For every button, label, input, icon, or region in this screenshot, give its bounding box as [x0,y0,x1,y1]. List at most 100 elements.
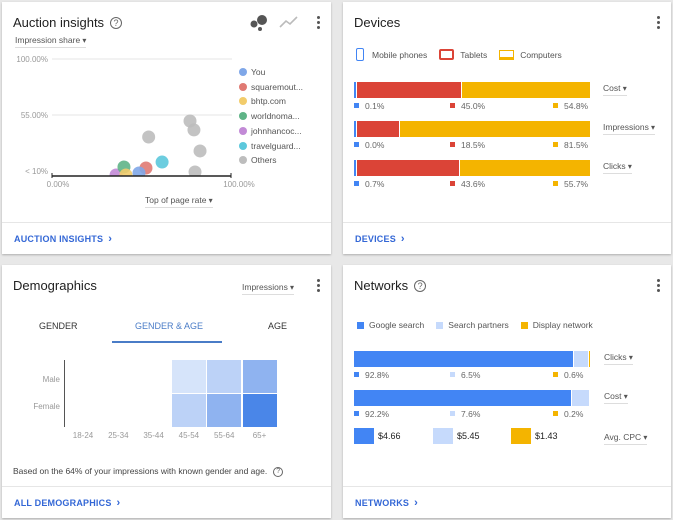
percent-value: 7.6% [461,409,481,419]
legend-item[interactable]: You [239,67,265,77]
legend-item[interactable]: squaremout... [239,82,303,92]
bar-segment [355,121,399,137]
column-label: 18-24 [72,431,94,440]
more-vert-icon[interactable] [657,279,661,293]
network-legend-item: Display network [520,320,593,330]
percent-label: 0.1% [354,101,384,111]
tab-gender-age[interactable]: GENDER & AGE [135,321,204,331]
help-icon[interactable]: ? [414,280,427,292]
devices-link[interactable]: DEVICES [355,233,396,244]
stacked-bar[interactable] [354,390,590,406]
legend-dot [239,68,247,76]
chevron-right-icon: › [116,496,121,509]
heatmap-cell[interactable] [171,394,206,427]
bubble-chart-icon[interactable] [249,14,269,32]
network-legend: Google search Search partners Display netw… [357,320,593,330]
bar-segment [354,351,573,367]
legend-item[interactable]: Others [239,155,277,165]
y-tick-label: < 10% [25,167,48,176]
card-footer: NETWORKS › [343,486,671,518]
legend-square [450,372,455,377]
all-demographics-link[interactable]: ALL DEMOGRAPHICS [14,497,112,508]
more-vert-icon[interactable] [317,16,321,30]
stacked-bar[interactable] [354,121,590,137]
impression-share-dropdown[interactable]: Impression share [15,35,87,48]
legend-item[interactable]: worldnoma... [239,111,300,121]
auction-insights-card: Auction insights? Impression share 100.0… [2,2,331,254]
column-label: 25-34 [108,431,129,440]
stacked-bar[interactable] [354,160,590,176]
legend-square [450,103,455,108]
heatmap-cell[interactable] [207,394,242,427]
scatter-chart: 100.00% 55.00% < 10% 0.00% 100.00% [16,55,254,187]
legend-square [450,411,455,416]
heatmap-cell[interactable] [242,360,277,393]
stacked-bar[interactable] [354,82,590,98]
legend-square [354,142,359,147]
bar-segment [355,82,462,98]
impressions-dropdown[interactable]: Impressions [242,282,295,295]
cpc-swatch [433,428,453,444]
chevron-right-icon: › [108,232,112,245]
legend-dot [239,97,247,106]
bar-segment [571,390,589,406]
scatter-point[interactable] [188,165,202,178]
metric-dropdown[interactable]: Clicks [603,161,632,174]
legend-square [520,321,528,329]
legend-item[interactable]: johnhancoc... [239,126,302,136]
column-label: 35-44 [143,431,164,440]
bar-segment [398,121,590,137]
legend-square [553,142,558,147]
networks-link[interactable]: NETWORKS [355,497,410,508]
scatter-point[interactable] [119,168,133,181]
percent-label: 55.7% [553,179,588,189]
legend-square [436,321,444,329]
stacked-bar[interactable] [354,351,590,367]
card-footer: DEVICES › [343,222,671,254]
legend-square [553,411,558,416]
help-icon[interactable]: ? [273,467,284,477]
legend-label: Google search [369,320,425,330]
legend-item[interactable]: travelguard... [239,141,301,151]
legend-square [354,411,359,416]
row-label: Male [42,375,60,384]
top-of-page-rate-dropdown[interactable]: Top of page rate [145,195,213,208]
legend-dot [239,112,247,121]
line-chart-icon[interactable] [279,15,299,29]
cpc-value: $5.45 [457,431,480,441]
scatter-point[interactable] [187,123,201,137]
legend-dot [239,156,247,165]
more-vert-icon[interactable] [657,16,661,30]
scatter-point[interactable] [193,144,207,158]
tab-gender[interactable]: GENDER [39,321,78,331]
legend-label: travelguard... [251,140,301,151]
heatmap-cell[interactable] [207,360,242,393]
network-legend-item: Search partners [436,320,509,330]
legend-square [354,181,359,186]
bar-segment [458,160,590,176]
bar-segment [354,160,356,176]
bar-segment [354,390,572,406]
legend-label: You [251,67,266,77]
tab-age[interactable]: AGE [268,321,288,331]
more-vert-icon[interactable] [317,279,321,293]
heatmap-cell[interactable] [171,360,206,393]
help-icon[interactable]: ? [110,17,123,29]
bar-segment [588,351,590,367]
demographics-card: Demographics Impressions GENDER GENDER &… [2,265,331,518]
legend-label: squaremout... [251,81,303,92]
legend-square [354,372,359,377]
percent-value: 18.5% [461,140,486,150]
legend-item[interactable]: bhtp.com [239,96,286,106]
legend-label: bhtp.com [251,96,286,107]
metric-dropdown[interactable]: Clicks [604,352,633,365]
scatter-point[interactable] [155,155,169,169]
scatter-point[interactable] [132,166,146,179]
heatmap-cell[interactable] [242,394,277,427]
metric-dropdown[interactable]: Cost [604,391,628,404]
metric-dropdown[interactable]: Impressions [603,122,656,135]
scatter-point[interactable] [142,130,156,144]
avg-cpc-dropdown[interactable]: Avg. CPC [604,432,648,445]
metric-dropdown[interactable]: Cost [603,83,627,96]
auction-insights-link[interactable]: AUCTION INSIGHTS [14,233,104,244]
